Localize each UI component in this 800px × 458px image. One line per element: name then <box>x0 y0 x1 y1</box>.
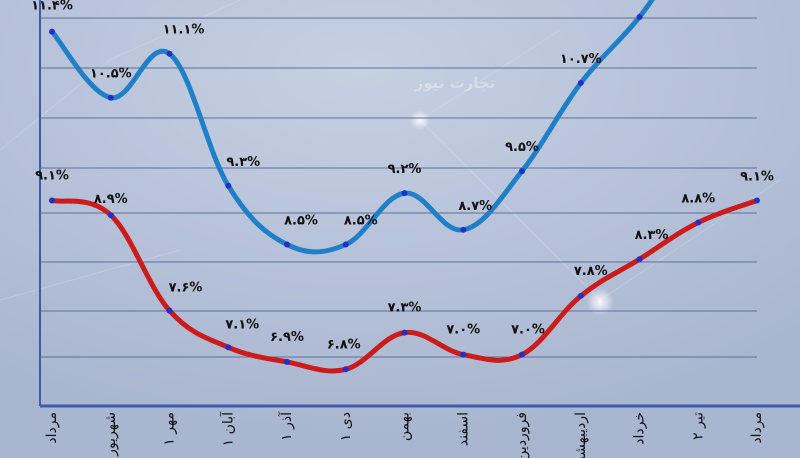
x-tick-label: مرداد <box>44 412 60 444</box>
data-label: ۹.۳% <box>226 155 260 170</box>
data-label: ۷.۰% <box>446 323 480 338</box>
data-label: ۹.۲% <box>388 162 422 177</box>
data-label: ۷.۸% <box>574 264 608 279</box>
x-tick-label: دی ۱ <box>338 412 354 441</box>
data-label: ۶.۸% <box>327 337 361 352</box>
data-label: ۸.۳% <box>635 228 669 243</box>
data-point-marker <box>166 307 173 314</box>
x-tick-text: بهمن <box>397 412 413 441</box>
x-tick-label: فروردین <box>514 412 530 458</box>
data-point-marker <box>401 329 408 336</box>
data-label: ۸.۹% <box>94 192 128 207</box>
data-point-marker <box>577 292 584 299</box>
x-tick-text: مهر ۱ <box>162 412 178 446</box>
x-tick-label: خرداد <box>632 412 648 445</box>
x-tick-label: بهمن <box>397 412 413 441</box>
data-label: ۷.۶% <box>169 281 203 296</box>
data-point-marker <box>166 50 173 57</box>
x-tick-text: خرداد <box>632 412 648 445</box>
x-tick-text: تیر ۲ <box>690 412 706 440</box>
data-point-marker <box>577 80 584 86</box>
data-point-marker <box>342 366 349 373</box>
data-point-marker <box>225 182 232 189</box>
data-point-marker <box>636 14 643 20</box>
data-label: ۸.۵% <box>344 214 378 229</box>
data-point-marker <box>107 94 114 101</box>
x-tick-label: آبان ۱ <box>219 411 236 446</box>
x-tick-text: اسفند <box>455 412 471 446</box>
data-label: ۱۰.۵% <box>90 67 132 82</box>
data-point-marker <box>460 351 467 358</box>
data-label: ۱۱.۴% <box>31 0 73 14</box>
data-label: ۹.۱% <box>35 169 69 184</box>
data-point-marker <box>519 351 525 358</box>
data-point-marker <box>636 256 643 263</box>
data-label: ۸.۸% <box>681 192 715 207</box>
x-tick-label: مرداد <box>749 412 765 444</box>
x-tick-text: اردیبهشت <box>573 412 589 458</box>
data-point-marker <box>695 219 702 226</box>
x-tick-label: اردیبهشت <box>573 412 589 458</box>
x-tick-text: فروردین <box>514 412 530 458</box>
data-labels: ۱۱.۴% ۱۰.۵% ۱۱.۱% ۹.۳% ۸.۵% ۸.۵% ۹.۲% ۸.۷% ۹.۵% ۱… <box>31 0 774 352</box>
data-label: ۱۰.۷% <box>560 52 602 67</box>
data-point-marker <box>107 212 114 219</box>
data-point-marker <box>401 190 408 197</box>
data-point-marker <box>284 358 290 365</box>
x-tick-text: مرداد <box>749 412 765 444</box>
series-group <box>49 0 760 374</box>
x-tick-text: آذر ۱ <box>278 411 295 441</box>
watermark: تجارت نیوز <box>414 74 496 92</box>
x-tick-text: دی ۱ <box>338 412 354 441</box>
x-tick-text: آبان ۱ <box>219 411 236 446</box>
x-axis-ticks: مرداد شهریور مهر ۱ آبان ۱ آذر ۱ دی ۱ بهمن اسفند… <box>44 411 765 458</box>
background-network-decoration <box>0 0 781 301</box>
x-tick-label: مهر ۱ <box>162 412 178 446</box>
data-point-marker <box>519 168 525 175</box>
data-point-marker <box>49 197 55 204</box>
data-point-marker <box>460 226 467 233</box>
data-label: ۹.۱% <box>740 170 774 185</box>
sparkle-decoration <box>410 110 430 130</box>
sparkle-decoration <box>586 288 614 316</box>
x-tick-label: تیر ۲ <box>690 412 706 440</box>
x-tick-label: اسفند <box>455 412 471 446</box>
x-tick-text: مرداد <box>44 412 60 444</box>
x-tick-label: آذر ۱ <box>278 411 295 441</box>
data-point-marker <box>284 241 290 248</box>
data-label: ۸.۵% <box>284 214 318 229</box>
data-label: ۷.۳% <box>388 301 422 316</box>
data-point-marker <box>342 241 349 248</box>
data-label: ۷.۱% <box>225 317 259 332</box>
data-point-marker <box>225 344 232 351</box>
data-label: ۱۱.۶% <box>614 0 656 1</box>
data-point-marker <box>49 28 55 35</box>
x-tick-label: شهریور <box>103 412 119 457</box>
data-label: ۱۱.۱% <box>163 23 205 38</box>
data-label: ۶.۹% <box>270 330 304 345</box>
data-label: ۹.۵% <box>505 140 539 155</box>
data-label: ۷.۰% <box>511 323 545 338</box>
data-point-marker <box>754 197 760 204</box>
x-tick-text: شهریور <box>103 412 119 457</box>
data-label: ۸.۷% <box>458 199 492 214</box>
